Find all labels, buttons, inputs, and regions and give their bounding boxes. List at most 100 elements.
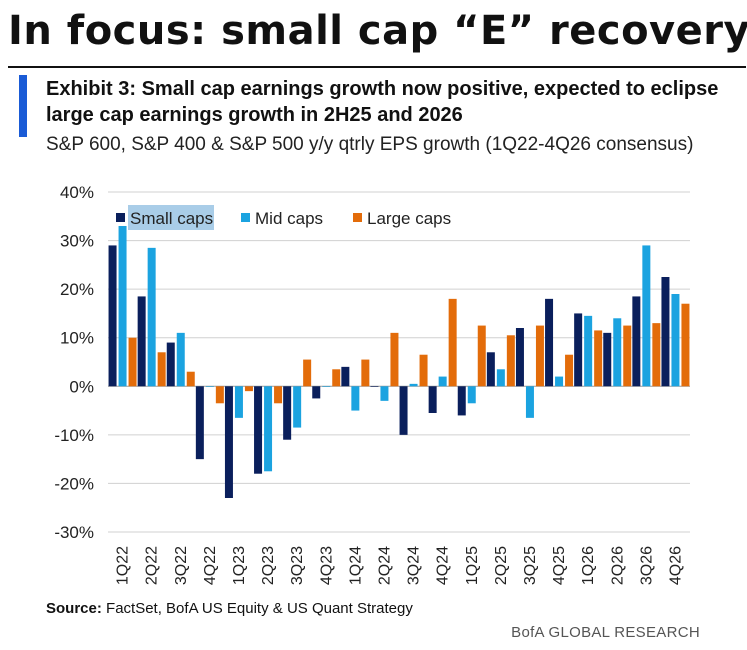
bar-mid-caps xyxy=(467,386,476,404)
x-tick-label: 3Q26 xyxy=(638,546,655,585)
legend-small-caps-swatch xyxy=(116,213,125,222)
bar-mid-caps xyxy=(642,245,651,387)
bar-small-caps xyxy=(137,296,146,387)
bar-large-caps xyxy=(186,371,195,387)
bar-mid-caps xyxy=(264,386,273,472)
bar-mid-caps xyxy=(613,318,622,387)
x-tick-label: 3Q23 xyxy=(289,546,306,585)
bar-large-caps xyxy=(448,298,457,387)
bar-mid-caps xyxy=(671,294,680,387)
bar-mid-caps xyxy=(322,386,331,387)
bar-mid-caps xyxy=(176,332,185,387)
bar-mid-caps xyxy=(584,315,593,387)
bar-small-caps xyxy=(574,313,583,387)
bar-large-caps xyxy=(477,325,486,387)
x-tick-label: 2Q22 xyxy=(144,546,161,585)
x-tick-label: 2Q25 xyxy=(493,546,510,585)
bar-large-caps xyxy=(652,323,661,387)
x-tick-label: 1Q25 xyxy=(464,546,481,585)
bar-large-caps xyxy=(535,325,544,387)
bar-mid-caps xyxy=(147,247,156,387)
source-label: Source: xyxy=(46,600,102,617)
bar-large-caps xyxy=(623,325,632,387)
source-note: Source: FactSet, BofA US Equity & US Qua… xyxy=(46,600,413,617)
x-tick-label: 3Q25 xyxy=(522,546,539,585)
y-tick-label: 10% xyxy=(60,329,94,348)
legend-highlight xyxy=(128,205,214,230)
x-tick-label: 4Q26 xyxy=(667,546,684,585)
bar-large-caps xyxy=(681,303,690,387)
page-title: In focus: small cap “E” recovery xyxy=(8,8,747,54)
source-text: FactSet, BofA US Equity & US Quant Strat… xyxy=(101,600,413,617)
bar-large-caps xyxy=(361,359,370,387)
bar-small-caps xyxy=(108,245,117,387)
bar-mid-caps xyxy=(118,226,127,387)
bar-mid-caps xyxy=(409,383,418,387)
x-tick-label: 1Q26 xyxy=(580,546,597,585)
x-tick-label: 1Q24 xyxy=(347,546,364,585)
exhibit-accent-bar xyxy=(19,75,27,137)
bar-small-caps xyxy=(224,386,233,498)
bar-large-caps xyxy=(390,332,399,387)
legend-large-caps-swatch xyxy=(353,213,362,222)
bar-large-caps xyxy=(506,335,515,387)
bar-large-caps xyxy=(274,386,283,404)
y-tick-label: 40% xyxy=(60,183,94,202)
y-tick-label: 20% xyxy=(60,280,94,299)
bar-large-caps xyxy=(565,354,574,387)
bar-large-caps xyxy=(128,337,137,387)
bar-large-caps xyxy=(303,359,312,387)
x-tick-label: 4Q23 xyxy=(318,546,335,585)
x-tick-label: 2Q24 xyxy=(376,546,393,585)
x-tick-label: 2Q23 xyxy=(260,546,277,585)
bar-mid-caps xyxy=(234,386,243,418)
bar-large-caps xyxy=(157,352,166,387)
brand-footer: BofA GLOBAL RESEARCH xyxy=(511,624,700,641)
eps-growth-bar-chart: -30% -20% -10% 0% 10% 20% 30% 40% 1Q22 2Q22 3Q22 4Q… xyxy=(54,183,690,585)
bar-small-caps xyxy=(283,386,292,440)
bar-mid-caps xyxy=(496,369,505,387)
bar-mid-caps xyxy=(555,376,564,387)
bar-small-caps xyxy=(195,386,204,460)
y-tick-label: -20% xyxy=(54,474,94,493)
legend-mid-caps-label: Mid caps xyxy=(255,209,323,228)
bar-small-caps xyxy=(515,328,524,387)
bar-mid-caps xyxy=(525,386,534,418)
bar-small-caps xyxy=(545,298,554,387)
bar-small-caps xyxy=(603,332,612,387)
bar-small-caps xyxy=(428,386,437,413)
bar-mid-caps xyxy=(380,386,389,401)
bar-mid-caps xyxy=(293,386,302,428)
x-tick-label: 4Q24 xyxy=(435,546,452,585)
y-tick-label: -30% xyxy=(54,523,94,542)
bar-small-caps xyxy=(661,277,670,387)
bar-large-caps xyxy=(244,386,253,392)
bar-large-caps xyxy=(215,386,224,404)
x-tick-label: 2Q26 xyxy=(609,546,626,585)
y-tick-label: 0% xyxy=(69,377,94,396)
bar-small-caps xyxy=(166,342,175,387)
x-tick-label: 4Q22 xyxy=(202,546,219,585)
exhibit-heading: Exhibit 3: Small cap earnings growth now… xyxy=(46,78,719,126)
bar-small-caps xyxy=(399,386,408,435)
y-tick-label: 30% xyxy=(60,232,94,251)
bar-large-caps xyxy=(332,369,341,387)
bar-mid-caps xyxy=(438,376,447,387)
x-tick-label: 4Q25 xyxy=(551,546,568,585)
bar-small-caps xyxy=(632,296,641,387)
bar-large-caps xyxy=(594,330,603,387)
x-tick-label: 3Q22 xyxy=(173,546,190,585)
x-tick-label: 1Q23 xyxy=(231,546,248,585)
bar-small-caps xyxy=(457,386,466,416)
bar-mid-caps xyxy=(205,386,214,387)
legend-small-caps-label: Small caps xyxy=(130,209,213,228)
bar-small-caps xyxy=(254,386,263,474)
bar-small-caps xyxy=(341,366,350,387)
x-tick-label: 3Q24 xyxy=(406,546,423,585)
bar-large-caps xyxy=(419,354,428,387)
legend-large-caps-label: Large caps xyxy=(367,209,451,228)
y-tick-label: -10% xyxy=(54,426,94,445)
legend-mid-caps-swatch xyxy=(241,213,250,222)
chart-subtitle: S&P 600, S&P 400 & S&P 500 y/y qtrly EPS… xyxy=(46,134,694,155)
bar-small-caps xyxy=(312,386,321,399)
